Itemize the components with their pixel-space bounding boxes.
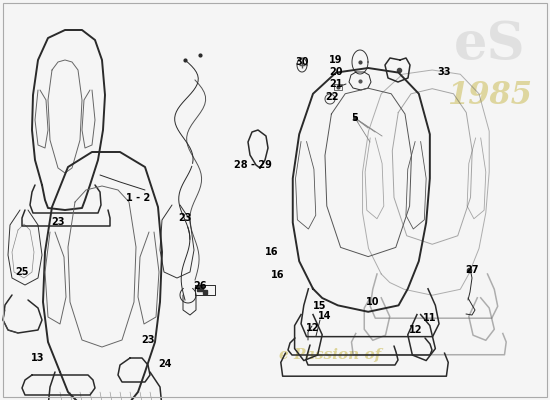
Text: 20: 20 [329, 67, 343, 77]
Text: 30: 30 [295, 57, 309, 67]
Text: 23: 23 [51, 217, 65, 227]
Text: 12: 12 [409, 325, 423, 335]
Text: 26: 26 [193, 281, 207, 291]
Text: 28 - 29: 28 - 29 [234, 160, 272, 170]
Text: 11: 11 [424, 313, 437, 323]
Text: 14: 14 [318, 311, 332, 321]
Text: 10: 10 [366, 297, 379, 307]
Text: eS: eS [454, 20, 526, 70]
Text: 24: 24 [158, 359, 172, 369]
Text: 15: 15 [314, 301, 327, 311]
Text: 22: 22 [325, 92, 339, 102]
Text: 19: 19 [329, 55, 343, 65]
Text: 13: 13 [31, 353, 45, 363]
Text: 33: 33 [437, 67, 451, 77]
Text: 23: 23 [141, 335, 155, 345]
Text: 25: 25 [15, 267, 29, 277]
Text: 23: 23 [178, 213, 192, 223]
Text: 16: 16 [271, 270, 285, 280]
Text: 12: 12 [306, 323, 320, 333]
Text: 21: 21 [329, 79, 343, 89]
Text: 1985: 1985 [448, 80, 532, 110]
Text: 27: 27 [465, 265, 478, 275]
Text: 1 - 2: 1 - 2 [126, 193, 150, 203]
Text: e Passion of: e Passion of [279, 348, 381, 362]
Text: 5: 5 [351, 113, 359, 123]
Text: 16: 16 [265, 247, 279, 257]
